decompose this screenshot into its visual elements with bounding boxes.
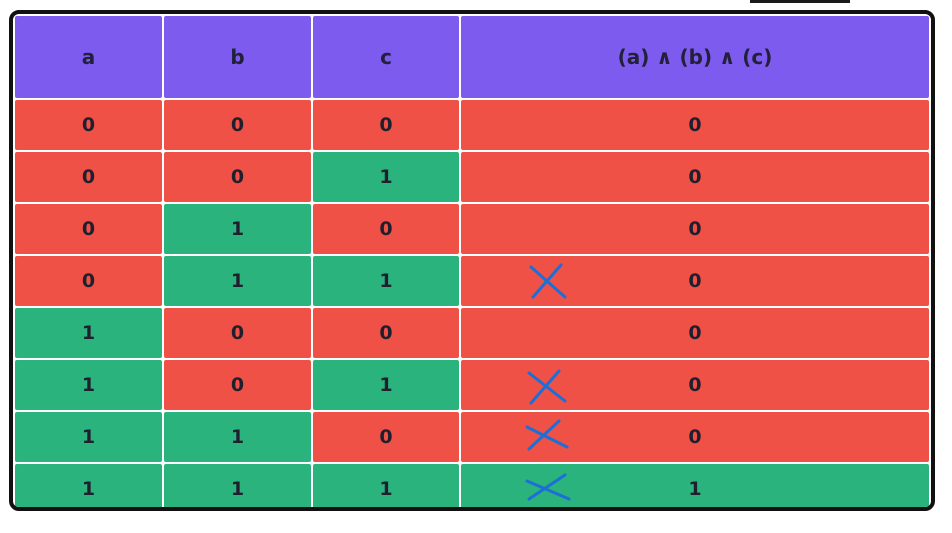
cell-value: 0 xyxy=(688,270,702,292)
cell-result-row-4: 0 xyxy=(461,256,929,306)
cell-a-row-1: 0 xyxy=(15,100,162,150)
cell-c-row-4: 1 xyxy=(313,256,459,306)
cell-value: 0 xyxy=(379,426,393,448)
cell-value: 1 xyxy=(81,374,96,396)
cell-value: 0 xyxy=(230,166,245,188)
cell-a-row-7: 1 xyxy=(15,412,162,462)
cell-b-row-6: 0 xyxy=(164,360,311,410)
cell-b-row-7: 1 xyxy=(164,412,311,462)
cell-value: 1 xyxy=(379,478,393,500)
cell-c-row-3: 0 xyxy=(313,204,459,254)
cell-value: 1 xyxy=(81,322,96,344)
cell-b-row-3: 1 xyxy=(164,204,311,254)
cell-value: 0 xyxy=(688,218,702,240)
cell-a-row-3: 0 xyxy=(15,204,162,254)
cell-a-row-6: 1 xyxy=(15,360,162,410)
cell-value: 1 xyxy=(230,218,245,240)
handwritten-x-icon xyxy=(525,473,571,501)
handwritten-x-icon xyxy=(527,369,567,405)
cell-value: 0 xyxy=(81,218,96,240)
cell-value: 1 xyxy=(379,270,393,292)
cell-value: 0 xyxy=(81,270,96,292)
cell-a-row-4: 0 xyxy=(15,256,162,306)
cell-value: 0 xyxy=(379,218,393,240)
cell-value: 1 xyxy=(230,478,245,500)
cell-result-row-2: 0 xyxy=(461,152,929,202)
cell-result-row-1: 0 xyxy=(461,100,929,150)
cell-value: 1 xyxy=(379,166,393,188)
handwritten-x-icon xyxy=(525,419,569,451)
cell-value: 0 xyxy=(379,114,393,136)
cell-result-row-6: 0 xyxy=(461,360,929,410)
cell-c-row-5: 0 xyxy=(313,308,459,358)
cell-result-row-5: 0 xyxy=(461,308,929,358)
cell-result-row-3: 0 xyxy=(461,204,929,254)
cell-value: 0 xyxy=(688,114,702,136)
cell-b-row-1: 0 xyxy=(164,100,311,150)
header-result: (a) ∧ (b) ∧ (c) xyxy=(461,16,929,98)
handwritten-x-icon xyxy=(529,263,567,299)
cell-c-row-1: 0 xyxy=(313,100,459,150)
cell-value: 1 xyxy=(230,426,245,448)
cell-value: 1 xyxy=(81,426,96,448)
cell-value: 0 xyxy=(688,166,702,188)
truth-table: a b c (a) ∧ (b) ∧ (c) 0 0 0 0 0 0 1 0 0 1 0 0 0 1 1 0 1 0… xyxy=(9,10,935,511)
cell-a-row-2: 0 xyxy=(15,152,162,202)
cell-value: 0 xyxy=(230,322,245,344)
header-c: c xyxy=(313,16,459,98)
cell-value: 1 xyxy=(379,374,393,396)
top-edge-marker xyxy=(750,0,850,3)
cell-value: 0 xyxy=(230,374,245,396)
cell-value: 0 xyxy=(230,114,245,136)
header-a: a xyxy=(15,16,162,98)
cell-c-row-6: 1 xyxy=(313,360,459,410)
cell-b-row-5: 0 xyxy=(164,308,311,358)
cell-value: 0 xyxy=(688,374,702,396)
cell-value: 0 xyxy=(688,426,702,448)
cell-result-row-8: 1 xyxy=(461,464,929,507)
cell-value: 0 xyxy=(81,166,96,188)
cell-value: 0 xyxy=(688,322,702,344)
cell-value: 1 xyxy=(230,270,245,292)
cell-a-row-5: 1 xyxy=(15,308,162,358)
cell-value: 1 xyxy=(81,478,96,500)
cell-c-row-2: 1 xyxy=(313,152,459,202)
cell-b-row-4: 1 xyxy=(164,256,311,306)
cell-b-row-2: 0 xyxy=(164,152,311,202)
cell-a-row-8: 1 xyxy=(15,464,162,507)
cell-b-row-8: 1 xyxy=(164,464,311,507)
header-b: b xyxy=(164,16,311,98)
cell-value: 0 xyxy=(81,114,96,136)
cell-result-row-7: 0 xyxy=(461,412,929,462)
cell-c-row-8: 1 xyxy=(313,464,459,507)
cell-value: 1 xyxy=(688,478,702,500)
cell-value: 0 xyxy=(379,322,393,344)
cell-c-row-7: 0 xyxy=(313,412,459,462)
